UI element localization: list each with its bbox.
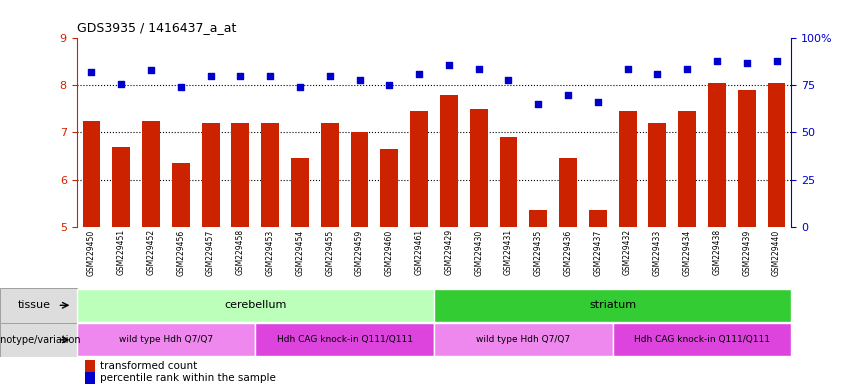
Bar bbox=[529, 210, 547, 227]
Point bbox=[263, 73, 277, 79]
Text: Hdh CAG knock-in Q111/Q111: Hdh CAG knock-in Q111/Q111 bbox=[277, 335, 413, 344]
Bar bbox=[291, 158, 309, 227]
Bar bbox=[142, 121, 160, 227]
Point bbox=[769, 58, 783, 64]
Text: tissue: tissue bbox=[18, 300, 51, 310]
Bar bbox=[410, 111, 428, 227]
Bar bbox=[77, 323, 255, 356]
Bar bbox=[231, 123, 249, 227]
Bar bbox=[440, 95, 458, 227]
Bar bbox=[77, 289, 434, 322]
Point bbox=[650, 71, 664, 77]
Text: striatum: striatum bbox=[589, 300, 637, 310]
Point bbox=[323, 73, 336, 79]
Point bbox=[293, 84, 306, 90]
Point bbox=[620, 65, 634, 71]
Bar bbox=[255, 323, 434, 356]
Bar bbox=[172, 163, 190, 227]
Point bbox=[85, 69, 98, 75]
Bar bbox=[0, 288, 77, 323]
Bar bbox=[738, 90, 756, 227]
Bar bbox=[83, 121, 100, 227]
Bar bbox=[434, 323, 613, 356]
Point bbox=[680, 65, 694, 71]
Bar bbox=[619, 111, 637, 227]
Text: wild type Hdh Q7/Q7: wild type Hdh Q7/Q7 bbox=[119, 335, 213, 344]
Point bbox=[144, 67, 157, 73]
Bar bbox=[351, 132, 368, 227]
Bar bbox=[470, 109, 488, 227]
Point bbox=[352, 77, 366, 83]
Bar bbox=[202, 123, 220, 227]
Point bbox=[591, 99, 604, 106]
Bar bbox=[321, 123, 339, 227]
Point bbox=[114, 81, 128, 87]
Bar bbox=[112, 147, 130, 227]
Text: wild type Hdh Q7/Q7: wild type Hdh Q7/Q7 bbox=[477, 335, 570, 344]
Bar bbox=[678, 111, 696, 227]
Bar bbox=[380, 149, 398, 227]
Text: transformed count: transformed count bbox=[100, 361, 197, 371]
Text: GDS3935 / 1416437_a_at: GDS3935 / 1416437_a_at bbox=[77, 22, 236, 35]
Bar bbox=[768, 83, 785, 227]
Point bbox=[561, 92, 574, 98]
Point bbox=[233, 73, 247, 79]
Text: Hdh CAG knock-in Q111/Q111: Hdh CAG knock-in Q111/Q111 bbox=[634, 335, 770, 344]
Bar bbox=[0, 323, 77, 357]
Bar bbox=[559, 158, 577, 227]
Bar bbox=[85, 372, 95, 384]
Bar bbox=[589, 210, 607, 227]
Point bbox=[740, 60, 753, 66]
Point bbox=[412, 71, 426, 77]
Point bbox=[531, 101, 545, 107]
Point bbox=[203, 73, 217, 79]
Bar bbox=[434, 289, 791, 322]
Text: genotype/variation: genotype/variation bbox=[0, 335, 81, 345]
Text: percentile rank within the sample: percentile rank within the sample bbox=[100, 373, 277, 383]
Text: cerebellum: cerebellum bbox=[224, 300, 287, 310]
Point bbox=[501, 77, 515, 83]
Point bbox=[174, 84, 187, 90]
Point bbox=[471, 65, 485, 71]
Point bbox=[382, 82, 396, 88]
Bar bbox=[613, 323, 791, 356]
Point bbox=[442, 62, 455, 68]
Bar bbox=[500, 137, 517, 227]
Bar bbox=[85, 360, 95, 372]
Point bbox=[710, 58, 723, 64]
Bar bbox=[648, 123, 666, 227]
Bar bbox=[261, 123, 279, 227]
Bar bbox=[708, 83, 726, 227]
